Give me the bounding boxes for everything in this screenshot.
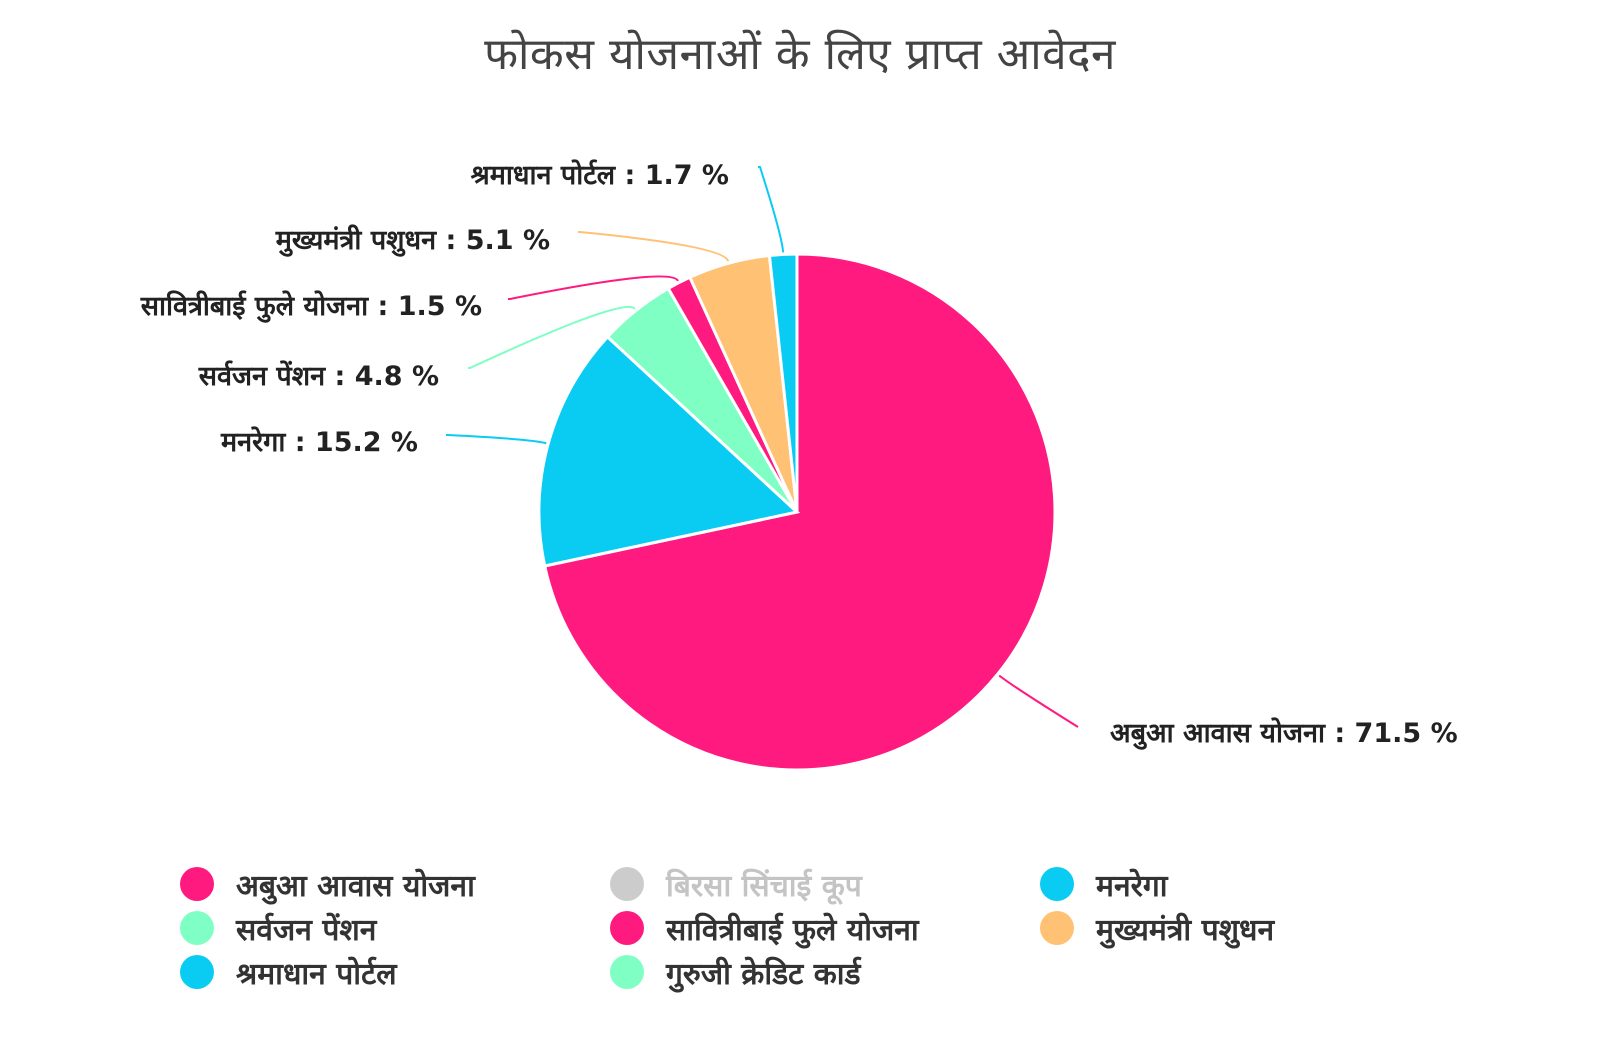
slice-data-label: मनरेगा : 15.2 % xyxy=(220,426,418,458)
slice-data-label: अबुआ आवास योजना : 71.5 % xyxy=(1110,717,1458,750)
legend-item[interactable]: मनरेगा xyxy=(1040,862,1168,906)
leader-line xyxy=(468,305,636,369)
legend-label: सावित्रीबाई फुले योजना xyxy=(666,912,919,948)
slice-data-label: मुख्यमंत्री पशुधन : 5.1 % xyxy=(275,224,550,257)
leader-line xyxy=(578,231,730,262)
data-labels: अबुआ आवास योजना : 71.5 % मनरेगा : 15.2 % स… xyxy=(140,159,1458,750)
leader-line xyxy=(758,166,785,253)
legend-label: गुरुजी क्रेडिट कार्ड xyxy=(666,956,861,992)
leader-lines xyxy=(446,166,1079,728)
slice-data-label: श्रमाधान पोर्टल : 1.7 % xyxy=(471,159,729,191)
legend-label: अबुआ आवास योजना xyxy=(236,868,475,904)
legend-item[interactable]: श्रमाधान पोर्टल xyxy=(180,950,397,994)
legend-swatch-icon xyxy=(610,955,644,989)
legend-swatch-icon xyxy=(180,867,214,901)
slice-data-label: सर्वजन पेंशन : 4.8 % xyxy=(198,360,439,392)
pie-slices xyxy=(537,252,1057,772)
pie-slice[interactable] xyxy=(542,252,1057,772)
leader-line xyxy=(446,434,547,445)
legend-item[interactable]: बिरसा सिंचाई कूप xyxy=(610,862,862,906)
legend-swatch-icon xyxy=(180,955,214,989)
chart-title: फोकस योजनाओं के लिए प्राप्त आवेदन xyxy=(484,29,1116,80)
legend-item[interactable]: मुख्यमंत्री पशुधन xyxy=(1040,906,1274,950)
leader-line xyxy=(998,674,1079,728)
legend: अबुआ आवास योजना बिरसा सिंचाई कूप मनरेगा सर्… xyxy=(180,862,1480,1012)
legend-label: मनरेगा xyxy=(1096,868,1168,904)
legend-swatch-icon xyxy=(610,911,644,945)
pie-slice[interactable] xyxy=(537,334,801,568)
legend-label: मुख्यमंत्री पशुधन xyxy=(1096,912,1275,948)
legend-label: सर्वजन पेंशन xyxy=(236,912,377,948)
legend-label: श्रमाधान पोर्टल xyxy=(236,956,397,992)
legend-swatch-icon xyxy=(610,867,644,901)
legend-item[interactable]: गुरुजी क्रेडिट कार्ड xyxy=(610,950,861,994)
legend-item[interactable]: अबुआ आवास योजना xyxy=(180,862,475,906)
legend-item[interactable]: सर्वजन पेंशन xyxy=(180,906,376,950)
slice-data-label: सावित्रीबाई फुले योजना : 1.5 % xyxy=(140,290,482,323)
legend-swatch-icon xyxy=(1040,867,1074,901)
legend-swatch-icon xyxy=(180,911,214,945)
legend-label: बिरसा सिंचाई कूप xyxy=(666,868,862,904)
leader-line xyxy=(508,275,679,300)
legend-swatch-icon xyxy=(1040,911,1074,945)
legend-item[interactable]: सावित्रीबाई फुले योजना xyxy=(610,906,919,950)
pie-slice[interactable] xyxy=(767,252,799,513)
